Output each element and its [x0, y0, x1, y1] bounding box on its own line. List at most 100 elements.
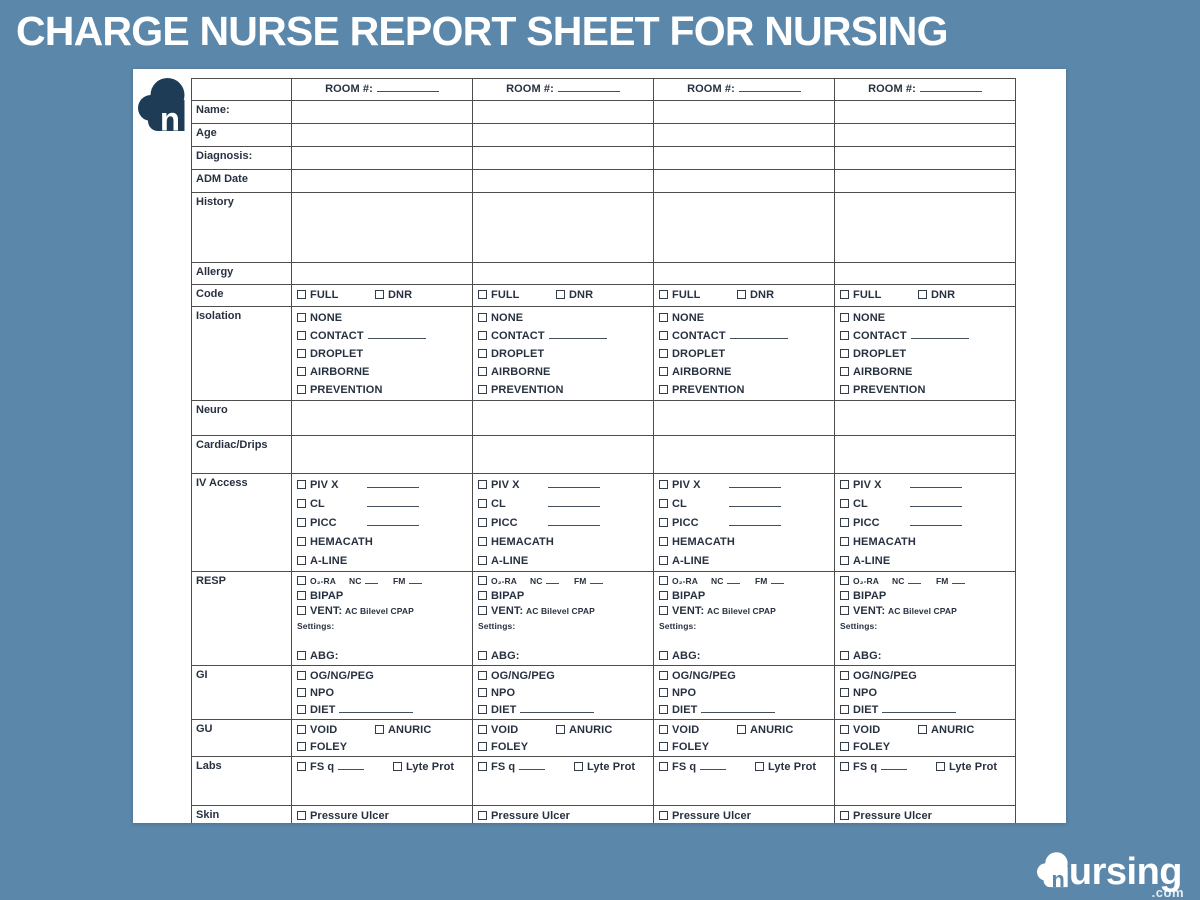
- checkbox[interactable]: [659, 349, 668, 358]
- checkbox[interactable]: [297, 725, 306, 734]
- checkbox[interactable]: [659, 671, 668, 680]
- checkbox[interactable]: [297, 762, 306, 771]
- checkbox[interactable]: [840, 705, 849, 714]
- fill-line[interactable]: [729, 517, 781, 526]
- checkbox[interactable]: [478, 367, 487, 376]
- checkbox[interactable]: [478, 725, 487, 734]
- checkbox[interactable]: [478, 591, 487, 600]
- checkbox[interactable]: [840, 811, 849, 820]
- checkbox[interactable]: [737, 290, 746, 299]
- fill-line[interactable]: [908, 575, 922, 584]
- checkbox[interactable]: [659, 480, 668, 489]
- checkbox[interactable]: [478, 518, 487, 527]
- fill-line[interactable]: [729, 330, 788, 339]
- checkbox[interactable]: [297, 349, 306, 358]
- fill-line[interactable]: [546, 575, 560, 584]
- checkbox[interactable]: [375, 725, 384, 734]
- checkbox[interactable]: [840, 349, 849, 358]
- fill-line[interactable]: [700, 761, 727, 770]
- fill-line[interactable]: [952, 575, 966, 584]
- checkbox[interactable]: [297, 591, 306, 600]
- checkbox[interactable]: [659, 499, 668, 508]
- checkbox[interactable]: [840, 518, 849, 527]
- checkbox[interactable]: [659, 688, 668, 697]
- fill-line[interactable]: [729, 479, 781, 488]
- checkbox[interactable]: [918, 725, 927, 734]
- checkbox[interactable]: [478, 705, 487, 714]
- checkbox[interactable]: [840, 725, 849, 734]
- fill-line[interactable]: [729, 498, 781, 507]
- checkbox[interactable]: [478, 385, 487, 394]
- checkbox[interactable]: [478, 688, 487, 697]
- checkbox[interactable]: [840, 313, 849, 322]
- checkbox[interactable]: [478, 313, 487, 322]
- checkbox[interactable]: [737, 725, 746, 734]
- checkbox[interactable]: [840, 385, 849, 394]
- room-number-blank[interactable]: [738, 83, 801, 92]
- fill-line[interactable]: [367, 330, 426, 339]
- checkbox[interactable]: [297, 671, 306, 680]
- fill-line[interactable]: [519, 761, 546, 770]
- checkbox[interactable]: [297, 651, 306, 660]
- checkbox[interactable]: [840, 331, 849, 340]
- fill-line[interactable]: [338, 761, 365, 770]
- checkbox[interactable]: [478, 576, 487, 585]
- checkbox[interactable]: [659, 331, 668, 340]
- checkbox[interactable]: [840, 499, 849, 508]
- fill-line[interactable]: [365, 575, 379, 584]
- fill-line[interactable]: [520, 704, 595, 713]
- room-number-blank[interactable]: [919, 83, 982, 92]
- checkbox[interactable]: [574, 762, 583, 771]
- checkbox[interactable]: [840, 367, 849, 376]
- checkbox[interactable]: [659, 742, 668, 751]
- checkbox[interactable]: [375, 290, 384, 299]
- checkbox[interactable]: [478, 349, 487, 358]
- fill-line[interactable]: [548, 479, 600, 488]
- fill-line[interactable]: [910, 498, 962, 507]
- fill-line[interactable]: [910, 517, 962, 526]
- checkbox[interactable]: [659, 725, 668, 734]
- checkbox[interactable]: [478, 762, 487, 771]
- fill-line[interactable]: [701, 704, 776, 713]
- checkbox[interactable]: [297, 537, 306, 546]
- fill-line[interactable]: [881, 761, 908, 770]
- checkbox[interactable]: [297, 705, 306, 714]
- checkbox[interactable]: [478, 651, 487, 660]
- checkbox[interactable]: [840, 480, 849, 489]
- checkbox[interactable]: [297, 499, 306, 508]
- checkbox[interactable]: [840, 556, 849, 565]
- fill-line[interactable]: [548, 498, 600, 507]
- fill-line[interactable]: [548, 517, 600, 526]
- checkbox[interactable]: [478, 742, 487, 751]
- checkbox[interactable]: [659, 591, 668, 600]
- checkbox[interactable]: [840, 290, 849, 299]
- fill-line[interactable]: [409, 575, 423, 584]
- checkbox[interactable]: [478, 537, 487, 546]
- checkbox[interactable]: [478, 499, 487, 508]
- checkbox[interactable]: [297, 313, 306, 322]
- checkbox[interactable]: [297, 576, 306, 585]
- checkbox[interactable]: [297, 331, 306, 340]
- checkbox[interactable]: [297, 742, 306, 751]
- checkbox[interactable]: [478, 480, 487, 489]
- checkbox[interactable]: [297, 606, 306, 615]
- fill-line[interactable]: [910, 479, 962, 488]
- fill-line[interactable]: [339, 704, 414, 713]
- fill-line[interactable]: [727, 575, 741, 584]
- checkbox[interactable]: [297, 688, 306, 697]
- fill-line[interactable]: [367, 517, 419, 526]
- checkbox[interactable]: [840, 762, 849, 771]
- checkbox[interactable]: [659, 313, 668, 322]
- checkbox[interactable]: [659, 518, 668, 527]
- fill-line[interactable]: [548, 330, 607, 339]
- checkbox[interactable]: [659, 385, 668, 394]
- fill-line[interactable]: [771, 575, 785, 584]
- checkbox[interactable]: [840, 742, 849, 751]
- checkbox[interactable]: [936, 762, 945, 771]
- checkbox[interactable]: [478, 671, 487, 680]
- checkbox[interactable]: [556, 290, 565, 299]
- checkbox[interactable]: [478, 331, 487, 340]
- checkbox[interactable]: [659, 705, 668, 714]
- checkbox[interactable]: [297, 556, 306, 565]
- room-number-blank[interactable]: [557, 83, 620, 92]
